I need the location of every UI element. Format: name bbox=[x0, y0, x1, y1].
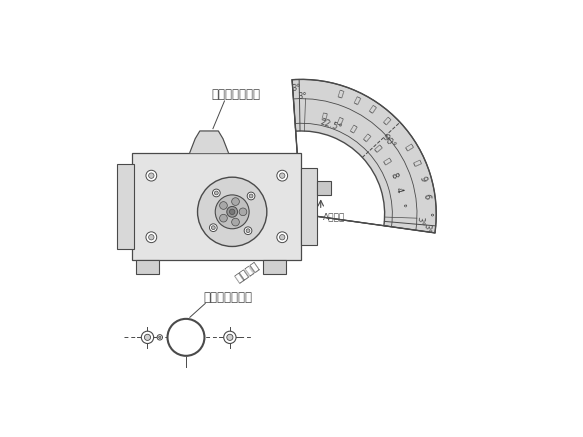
Bar bbox=[132, 153, 301, 260]
Circle shape bbox=[159, 336, 161, 339]
Circle shape bbox=[279, 235, 285, 240]
Circle shape bbox=[227, 206, 238, 217]
Circle shape bbox=[209, 224, 217, 232]
Text: °: ° bbox=[423, 212, 432, 216]
Circle shape bbox=[244, 227, 252, 235]
Circle shape bbox=[145, 334, 150, 340]
Bar bbox=[317, 181, 331, 195]
Text: 囲: 囲 bbox=[412, 159, 422, 167]
Text: Aポート: Aポート bbox=[323, 212, 345, 221]
Text: 4: 4 bbox=[394, 186, 403, 194]
Text: 3°: 3° bbox=[291, 84, 301, 94]
Text: 小: 小 bbox=[335, 116, 343, 126]
Circle shape bbox=[220, 201, 227, 209]
Bar bbox=[301, 168, 317, 245]
Circle shape bbox=[167, 319, 205, 356]
Circle shape bbox=[146, 232, 157, 243]
Circle shape bbox=[277, 170, 287, 181]
Text: 6: 6 bbox=[422, 193, 431, 200]
Circle shape bbox=[149, 235, 154, 240]
Text: 9: 9 bbox=[418, 176, 428, 183]
Circle shape bbox=[279, 173, 285, 178]
Text: 3°: 3° bbox=[415, 216, 424, 226]
Circle shape bbox=[212, 226, 215, 229]
Wedge shape bbox=[292, 80, 436, 233]
Circle shape bbox=[157, 335, 163, 340]
Text: 3°: 3° bbox=[421, 223, 431, 234]
Circle shape bbox=[231, 198, 240, 205]
Text: 最: 最 bbox=[337, 89, 345, 99]
Text: 動: 動 bbox=[361, 132, 371, 142]
Circle shape bbox=[215, 191, 218, 195]
Circle shape bbox=[146, 170, 157, 181]
Circle shape bbox=[246, 229, 250, 232]
Circle shape bbox=[247, 192, 255, 200]
Text: 囲: 囲 bbox=[381, 156, 392, 166]
Text: 範: 範 bbox=[403, 143, 414, 152]
Text: 位置決めピン穴: 位置決めピン穴 bbox=[212, 88, 261, 101]
Text: 90°: 90° bbox=[380, 132, 397, 150]
Circle shape bbox=[220, 214, 227, 222]
Circle shape bbox=[249, 194, 253, 198]
Circle shape bbox=[231, 218, 240, 226]
Circle shape bbox=[141, 331, 154, 343]
Text: 動: 動 bbox=[381, 115, 391, 125]
Wedge shape bbox=[294, 131, 385, 227]
Text: 22.5°: 22.5° bbox=[319, 117, 343, 133]
Bar bbox=[136, 260, 159, 274]
Text: 範: 範 bbox=[372, 144, 382, 153]
Text: 揺: 揺 bbox=[367, 104, 377, 114]
Text: 3°: 3° bbox=[298, 92, 307, 101]
Text: 大: 大 bbox=[353, 96, 361, 106]
Circle shape bbox=[172, 323, 200, 351]
Text: 揺: 揺 bbox=[349, 123, 357, 133]
Circle shape bbox=[227, 334, 233, 340]
Circle shape bbox=[181, 333, 191, 342]
Circle shape bbox=[215, 195, 249, 229]
Circle shape bbox=[212, 189, 220, 197]
Text: 時計回り: 時計回り bbox=[234, 260, 261, 284]
Circle shape bbox=[198, 177, 267, 246]
Circle shape bbox=[277, 232, 287, 243]
Circle shape bbox=[149, 173, 154, 178]
Circle shape bbox=[224, 331, 236, 343]
Bar bbox=[117, 164, 134, 249]
Text: °: ° bbox=[396, 203, 406, 208]
Circle shape bbox=[177, 328, 195, 347]
Text: 最: 最 bbox=[321, 112, 328, 121]
Circle shape bbox=[239, 208, 247, 216]
Text: 8: 8 bbox=[388, 171, 399, 179]
Polygon shape bbox=[190, 131, 229, 153]
Bar bbox=[263, 260, 286, 274]
Text: 位置決めピン穴: 位置決めピン穴 bbox=[204, 291, 253, 304]
Circle shape bbox=[230, 209, 235, 215]
